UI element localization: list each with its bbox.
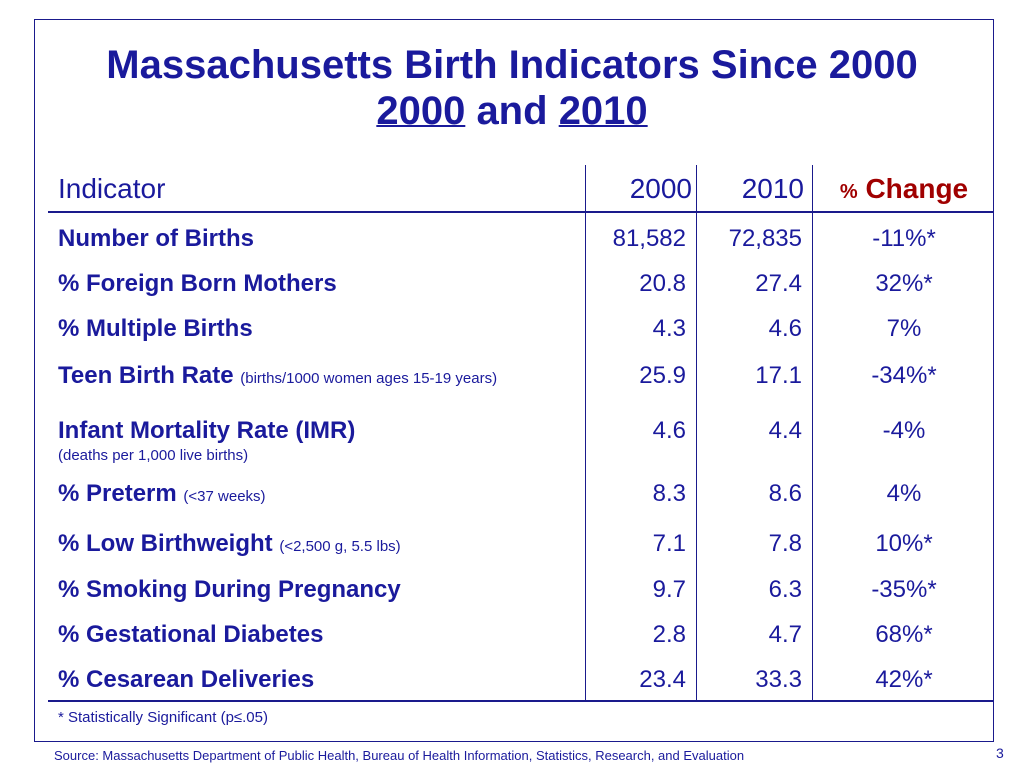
row-label: % Foreign Born Mothers (58, 270, 337, 298)
value-2000: 9.7 (652, 576, 686, 603)
value-2010: 6.3 (768, 576, 802, 603)
indicator-name: Number of Births (58, 225, 255, 252)
value-2000: 81,582 (612, 225, 686, 252)
percent-change: 42%* (875, 666, 933, 693)
indicator-qualifier: (<37 weeks) (183, 488, 266, 505)
value-2000: 7.1 (652, 530, 686, 557)
row-label: % Cesarean Deliveries (58, 666, 314, 694)
header-percent-symbol: % (839, 181, 858, 203)
row-label: Teen Birth Rate (births/1000 women ages … (58, 362, 497, 390)
indicator-name: % Foreign Born Mothers (58, 270, 337, 297)
row-label: % Gestational Diabetes (58, 621, 323, 649)
value-2010: 4.6 (768, 315, 802, 342)
header-2010: 2010 (741, 173, 804, 204)
title-year-2010: 2010 (558, 89, 648, 133)
value-2000: 23.4 (639, 666, 686, 693)
value-2010: 17.1 (755, 362, 802, 389)
row-label: % Multiple Births (58, 315, 253, 343)
percent-change: -4% (882, 417, 926, 444)
indicator-name: % Gestational Diabetes (58, 621, 324, 648)
value-2010: 33.3 (755, 666, 802, 693)
indicator-note: (deaths per 1,000 live births) (58, 447, 249, 464)
row-label: % Low Birthweight (<2,500 g, 5.5 lbs) (58, 530, 401, 558)
title-line-1: Massachusetts Birth Indicators Since 200… (106, 43, 918, 87)
value-2010: 72,835 (728, 225, 802, 252)
title-year-2000: 2000 (376, 89, 466, 133)
header-change-label: Change (865, 173, 969, 204)
column-divider (585, 165, 586, 700)
page-number: 3 (996, 745, 1004, 761)
value-2010: 8.6 (768, 480, 802, 507)
indicator-name: % Low Birthweight (58, 530, 273, 557)
value-2000: 8.3 (652, 480, 686, 507)
percent-change: 32%* (875, 270, 933, 297)
column-divider (812, 165, 813, 700)
indicator-name: % Multiple Births (58, 315, 253, 342)
page-title: Massachusetts Birth Indicators Since 200… (0, 42, 1024, 134)
value-2000: 20.8 (639, 270, 686, 297)
table-bottom-rule (48, 700, 994, 702)
value-2010: 4.7 (768, 621, 802, 648)
percent-change: -11%* (872, 225, 936, 252)
title-line-2: 2000 and 2010 (0, 88, 1024, 134)
row-label: % Preterm (<37 weeks) (58, 480, 266, 508)
indicator-qualifier: (<2,500 g, 5.5 lbs) (279, 538, 401, 555)
footnote: * Statistically Significant (p≤.05) (58, 709, 268, 726)
value-2000: 4.6 (652, 417, 686, 444)
indicator-name: % Smoking During Pregnancy (58, 576, 401, 603)
indicator-name: % Cesarean Deliveries (58, 666, 315, 693)
header-percent-change: % Change (814, 173, 994, 205)
value-2000: 2.8 (652, 621, 686, 648)
row-label: Number of Births (58, 225, 254, 253)
value-2000: 4.3 (652, 315, 686, 342)
value-2010: 4.4 (768, 417, 802, 444)
value-2010: 7.8 (768, 530, 802, 557)
value-2000: 25.9 (639, 362, 686, 389)
table-header: Indicator 2000 2010 % Change (48, 165, 994, 213)
column-divider (696, 165, 697, 700)
indicator-qualifier: (births/1000 women ages 15-19 years) (240, 370, 498, 387)
header-2000: 2000 (629, 173, 692, 204)
slide-frame (34, 19, 994, 742)
header-indicator: Indicator (58, 173, 166, 204)
percent-change: -34%* (871, 362, 937, 389)
percent-change: 68%* (875, 621, 933, 648)
source-note: Source: Massachusetts Department of Publ… (54, 748, 745, 763)
row-label: % Smoking During Pregnancy (58, 576, 401, 604)
percent-change: -35%* (871, 576, 937, 603)
indicator-name: Infant Mortality Rate (IMR) (58, 417, 356, 444)
percent-change: 10%* (875, 530, 933, 557)
indicator-name: Teen Birth Rate (58, 362, 234, 389)
indicator-name: % Preterm (58, 480, 177, 507)
percent-change: 7% (886, 315, 922, 342)
value-2010: 27.4 (755, 270, 802, 297)
row-label: Infant Mortality Rate (IMR) (deaths per 1… (58, 417, 355, 464)
title-and: and (476, 89, 548, 133)
percent-change: 4% (886, 480, 922, 507)
